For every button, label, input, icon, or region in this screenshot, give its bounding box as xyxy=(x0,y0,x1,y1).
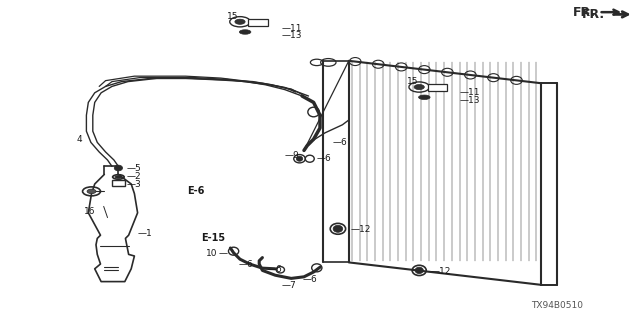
Text: —2: —2 xyxy=(126,172,141,181)
Ellipse shape xyxy=(115,165,123,171)
Circle shape xyxy=(414,84,424,90)
Text: —6: —6 xyxy=(268,265,282,274)
Text: E-15: E-15 xyxy=(202,233,226,244)
Ellipse shape xyxy=(115,176,122,178)
Text: —11: —11 xyxy=(282,24,302,33)
Text: —6: —6 xyxy=(333,138,348,147)
Text: 15: 15 xyxy=(407,77,419,86)
Text: —6: —6 xyxy=(302,276,317,284)
Text: —13: —13 xyxy=(460,96,480,105)
Ellipse shape xyxy=(239,30,251,34)
Text: 4: 4 xyxy=(76,135,82,144)
Circle shape xyxy=(235,19,245,24)
Ellipse shape xyxy=(296,156,303,161)
Text: —9: —9 xyxy=(285,151,300,160)
Text: 15: 15 xyxy=(227,12,238,20)
Ellipse shape xyxy=(419,95,430,100)
Text: —12: —12 xyxy=(351,225,371,234)
Text: —11: —11 xyxy=(460,88,480,97)
FancyBboxPatch shape xyxy=(248,19,268,26)
Text: —1: —1 xyxy=(138,229,152,238)
Text: —5: —5 xyxy=(126,164,141,173)
Text: TX94B0510: TX94B0510 xyxy=(531,301,583,310)
Text: —6: —6 xyxy=(238,260,253,269)
Text: —6: —6 xyxy=(317,154,332,163)
Text: FR.: FR. xyxy=(582,8,605,21)
Text: 16: 16 xyxy=(84,207,95,216)
Text: E-6: E-6 xyxy=(188,186,205,196)
Text: —13: —13 xyxy=(282,31,302,40)
Text: —3: —3 xyxy=(126,180,141,189)
Text: —7: —7 xyxy=(282,281,296,290)
Circle shape xyxy=(87,189,96,194)
FancyBboxPatch shape xyxy=(112,180,125,186)
Text: FR.: FR. xyxy=(573,6,618,19)
Ellipse shape xyxy=(333,225,343,232)
Text: —12: —12 xyxy=(430,267,451,276)
Text: 10: 10 xyxy=(206,249,218,258)
Text: —: — xyxy=(219,249,228,258)
FancyBboxPatch shape xyxy=(428,84,447,91)
Ellipse shape xyxy=(415,267,424,274)
